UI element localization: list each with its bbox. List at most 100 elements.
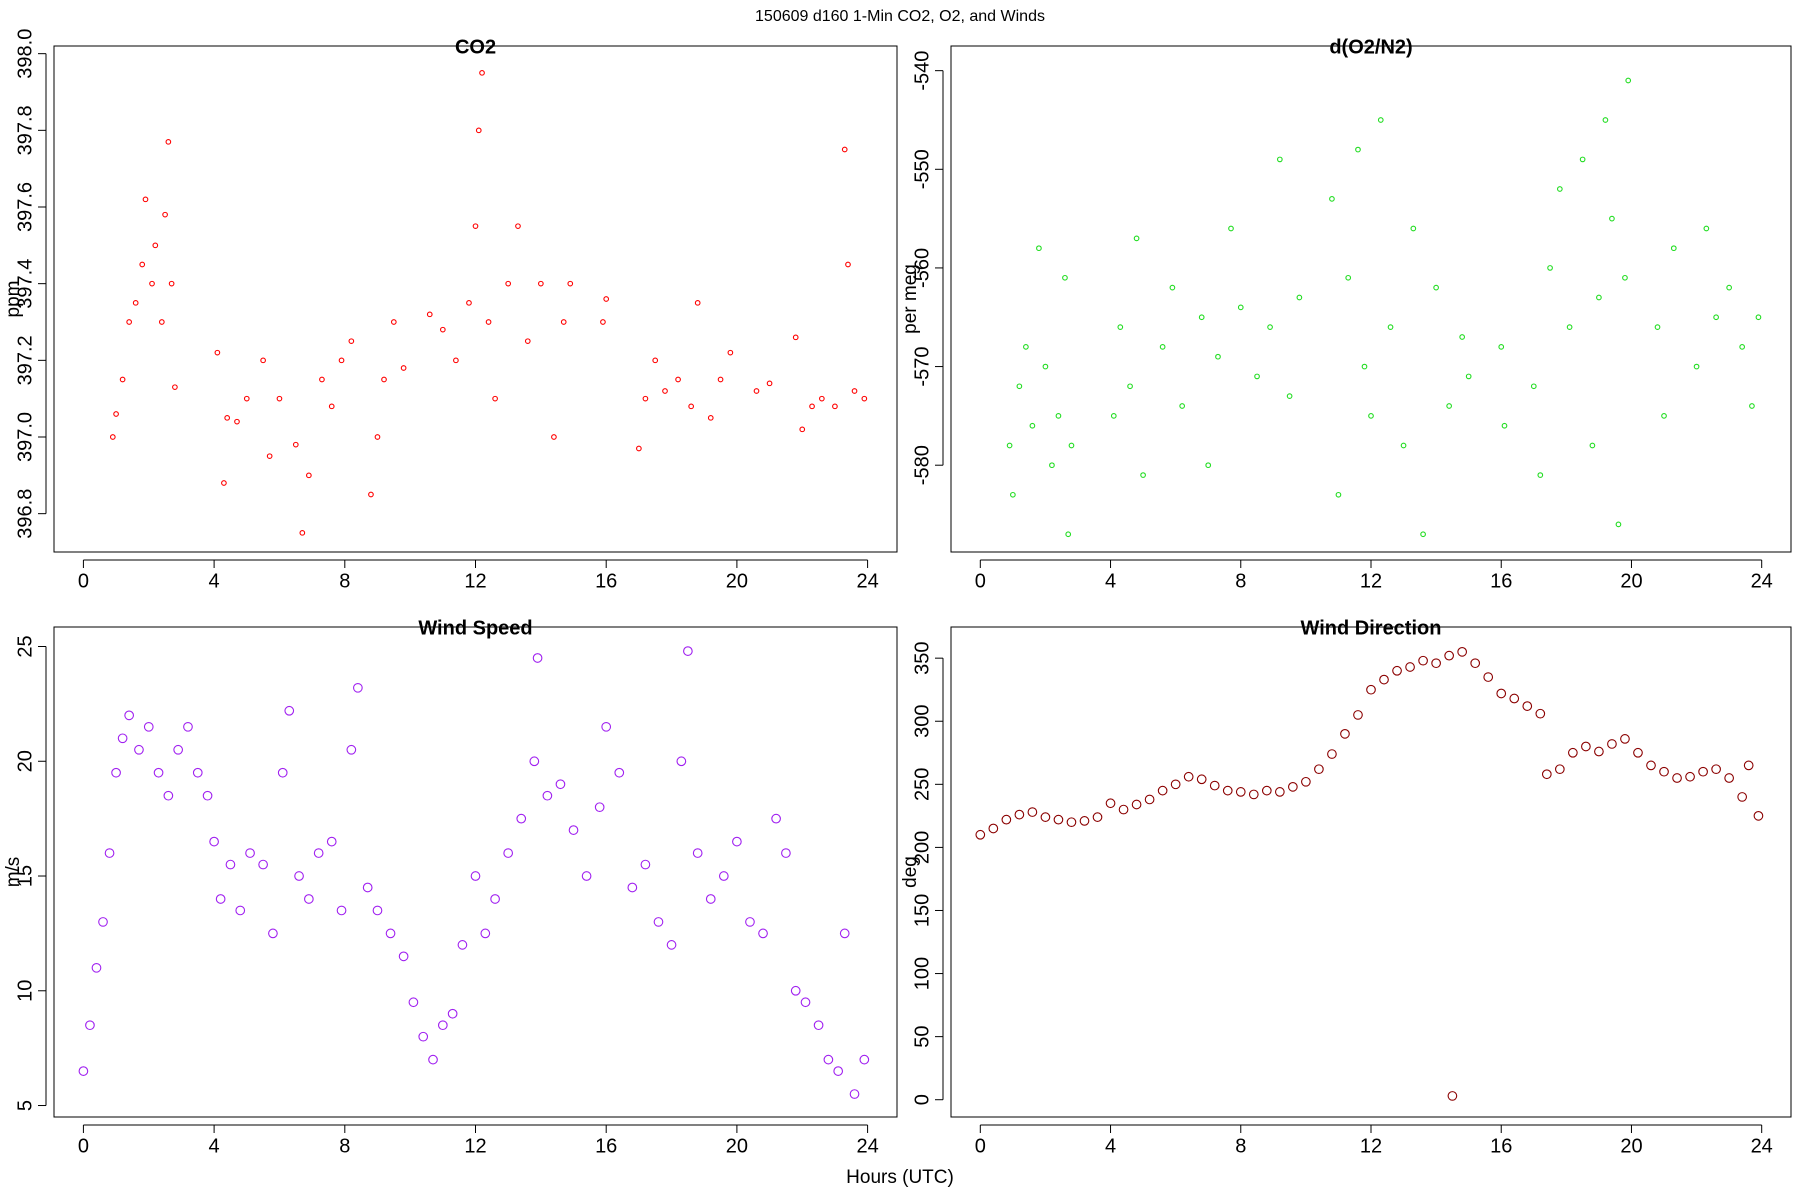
y-tick-label: 150 [911, 894, 933, 927]
point [1659, 766, 1669, 777]
point [276, 395, 283, 402]
point [1267, 324, 1273, 330]
point [753, 388, 760, 394]
point [368, 491, 374, 498]
point [1400, 442, 1407, 449]
x-tick-label: 8 [1235, 570, 1246, 592]
point [642, 395, 649, 402]
point [1276, 156, 1283, 163]
point [472, 223, 479, 230]
point [78, 1066, 89, 1076]
point [1237, 304, 1244, 311]
point [1379, 674, 1389, 685]
point [1118, 804, 1129, 815]
point [306, 472, 312, 479]
point [245, 848, 255, 858]
point [338, 357, 345, 364]
point [1335, 491, 1342, 498]
point [1405, 662, 1415, 672]
point [676, 756, 687, 767]
point [319, 376, 325, 383]
point [1615, 521, 1622, 528]
y-tick-label: 100 [911, 957, 933, 990]
point [183, 721, 193, 732]
x-tick-label: 24 [1751, 570, 1773, 592]
point [209, 836, 219, 847]
point [662, 388, 668, 394]
point [109, 434, 116, 440]
point [1726, 284, 1732, 291]
point [581, 871, 592, 881]
point [1457, 647, 1468, 657]
point [1006, 442, 1013, 449]
point [1301, 776, 1311, 787]
point [1698, 766, 1708, 777]
point [813, 1020, 824, 1031]
point [1198, 314, 1205, 321]
point [1420, 531, 1426, 538]
point [1713, 314, 1719, 321]
y-tick-label: 300 [911, 705, 933, 738]
point [1366, 684, 1376, 695]
point [1622, 274, 1628, 281]
x-tick-label: 20 [1620, 1135, 1642, 1157]
point [861, 395, 868, 402]
point [694, 299, 701, 306]
x-tick-label: 12 [464, 1135, 486, 1157]
panel-title: d(O2/N2) [1329, 36, 1412, 58]
point [400, 365, 407, 371]
point [1049, 462, 1055, 469]
point [1329, 196, 1335, 202]
point [636, 445, 642, 452]
point [1724, 773, 1734, 783]
point [1535, 708, 1546, 719]
point [1261, 785, 1272, 796]
point [299, 529, 306, 536]
point [1066, 817, 1077, 828]
point [304, 894, 314, 904]
point [1345, 274, 1352, 281]
point [799, 426, 806, 433]
point [1117, 324, 1124, 330]
point [1433, 284, 1439, 291]
point [1711, 764, 1721, 775]
point [372, 905, 383, 916]
point [132, 299, 139, 306]
y-tick-label: 25 [14, 635, 36, 657]
y-tick-label: 20 [14, 750, 36, 772]
point [447, 1008, 458, 1019]
point [758, 928, 768, 939]
point [1209, 780, 1220, 791]
point [1410, 225, 1417, 232]
plot-frame [53, 626, 898, 1118]
point [841, 146, 848, 153]
point [818, 395, 825, 402]
point [1133, 235, 1140, 242]
y-tick-label: 0 [911, 1094, 933, 1105]
point [1646, 760, 1656, 771]
point [1042, 363, 1049, 370]
point [1501, 422, 1508, 429]
point [225, 859, 236, 870]
point [439, 326, 446, 333]
panel-title: Wind Direction [1301, 617, 1442, 639]
point [1157, 785, 1168, 796]
point [408, 997, 419, 1008]
point [479, 69, 485, 76]
point [1286, 393, 1293, 400]
point [771, 813, 781, 824]
point [1620, 734, 1630, 744]
point [1670, 245, 1677, 252]
y-tick-label: -550 [911, 149, 933, 189]
point [692, 848, 703, 858]
x-tick-label: 20 [726, 570, 748, 592]
point [224, 414, 231, 421]
point [485, 319, 492, 325]
point [162, 211, 168, 218]
point [1029, 422, 1036, 429]
point [1465, 373, 1472, 380]
point [1459, 334, 1466, 340]
point [1685, 771, 1695, 782]
x-tick-label: 12 [1360, 570, 1382, 592]
